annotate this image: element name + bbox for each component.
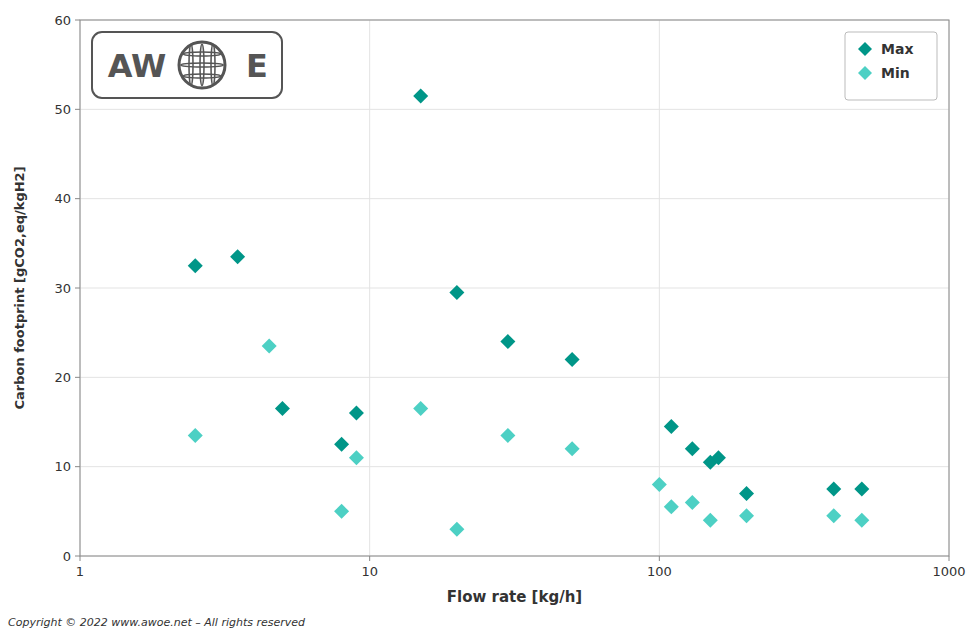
grid-line-y: [80, 466, 949, 467]
point: [334, 504, 349, 519]
tick-label-y: 50: [54, 102, 71, 117]
tick-x: [659, 556, 660, 561]
logo-parallel: [181, 63, 223, 67]
tick-label-x: 1000: [932, 564, 965, 579]
legend-marker: [858, 66, 872, 80]
copyright: Copyright © 2022 www.awoe.net – All righ…: [8, 616, 306, 629]
point: [449, 522, 464, 537]
ticks: 1 10 100 1000 0 10 20 30 40 50 60: [54, 13, 965, 580]
tick-label-y: 40: [54, 191, 71, 206]
logo-text: AW: [108, 47, 167, 85]
tick-x: [949, 556, 950, 561]
point: [349, 450, 364, 465]
series-1: [188, 339, 870, 537]
tick-label-y: 60: [54, 13, 71, 28]
point: [685, 441, 700, 456]
logo-globe: [179, 42, 225, 88]
legend-label: Min: [881, 65, 910, 81]
grid-line-y: [80, 198, 949, 199]
point: [349, 406, 364, 421]
point: [826, 508, 841, 523]
tick-x: [80, 556, 81, 561]
point: [703, 513, 718, 528]
tick-y: [75, 109, 80, 110]
point: [565, 352, 580, 367]
tick-label-y: 10: [54, 459, 71, 474]
logo-meridian: [189, 44, 193, 85]
point: [739, 508, 754, 523]
tick-label-y: 20: [54, 370, 71, 385]
tick-label-x: 100: [647, 564, 672, 579]
point: [262, 339, 277, 354]
x-axis-label: Flow rate [kg/h]: [447, 588, 582, 606]
grid-line-y: [80, 377, 949, 378]
y-axis-label: Carbon footprint [gCO2,eq/kgH2]: [12, 166, 27, 409]
logo-meridian: [200, 44, 204, 85]
point: [500, 428, 515, 443]
series-0: [188, 88, 870, 501]
logo-text: E: [246, 47, 268, 85]
tick-label-y: 30: [54, 281, 71, 296]
legend-marker: [858, 42, 872, 56]
point: [188, 428, 203, 443]
tick-label-x: 10: [361, 564, 378, 579]
tick-y: [75, 20, 80, 21]
tick-x: [369, 556, 370, 561]
point: [500, 334, 515, 349]
point: [664, 419, 679, 434]
logo: AW E: [92, 32, 282, 98]
legend-label: Max: [881, 41, 913, 57]
chart: 1 10 100 1000 0 10 20 30 40 50 60 Flow rate [kg/h] C…: [0, 0, 969, 634]
grid: [80, 20, 949, 556]
point: [854, 482, 869, 497]
tick-y: [75, 198, 80, 199]
point: [826, 482, 841, 497]
point: [565, 441, 580, 456]
point: [854, 513, 869, 528]
plot-frame: [80, 20, 949, 556]
point: [230, 249, 245, 264]
point: [413, 401, 428, 416]
point: [449, 285, 464, 300]
point: [711, 450, 726, 465]
logo-box: [92, 32, 282, 98]
point: [664, 499, 679, 514]
point: [188, 258, 203, 273]
point: [275, 401, 290, 416]
grid-line-y: [80, 109, 949, 110]
point: [685, 495, 700, 510]
tick-label-y: 0: [63, 549, 71, 564]
logo-meridian: [211, 44, 215, 85]
point: [334, 437, 349, 452]
tick-y: [75, 556, 80, 557]
tick-y: [75, 288, 80, 289]
tick-y: [75, 466, 80, 467]
tick-y: [75, 377, 80, 378]
point: [739, 486, 754, 501]
legend: Max Min: [845, 32, 937, 100]
logo-parallel: [183, 74, 220, 78]
point: [652, 477, 667, 492]
data-points: [188, 88, 870, 536]
legend-box: [845, 32, 937, 100]
grid-line-y: [80, 288, 949, 289]
point: [413, 88, 428, 103]
tick-label-x: 1: [76, 564, 84, 579]
plot-area: [80, 20, 949, 556]
